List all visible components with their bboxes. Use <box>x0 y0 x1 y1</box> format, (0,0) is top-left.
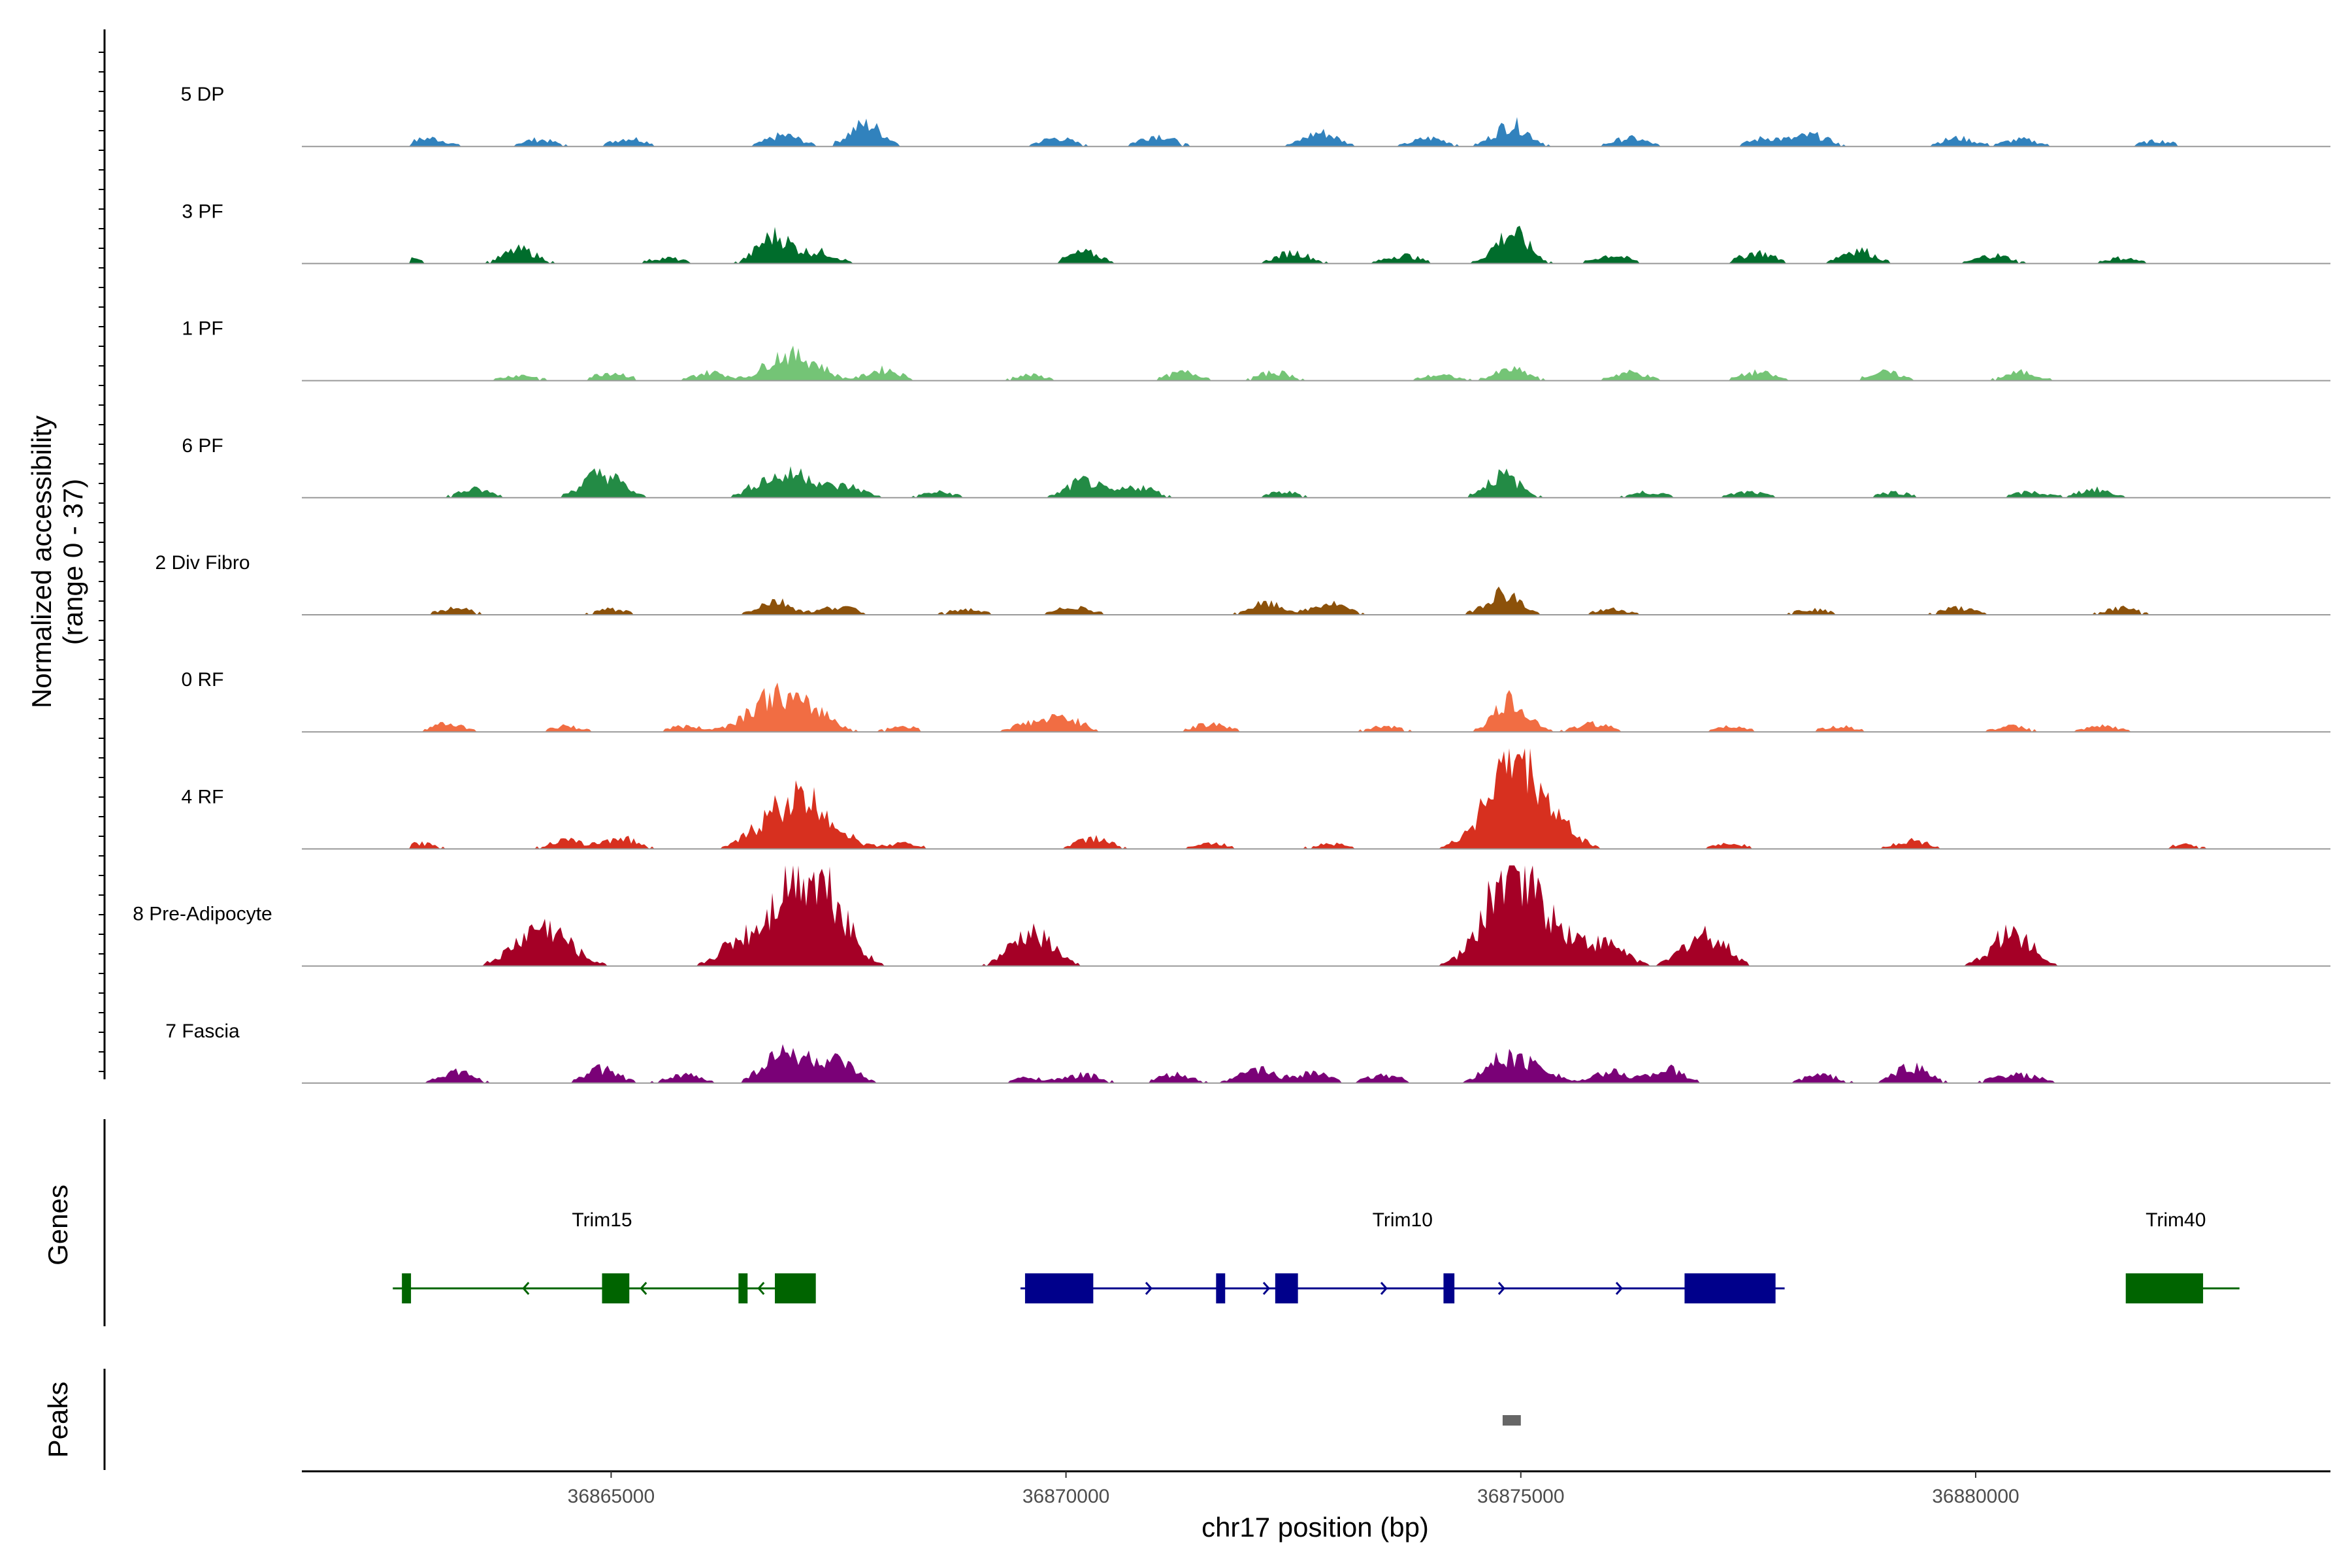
y-axis-title-line: (range 0 - 37) <box>57 479 88 645</box>
x-axis-ticks: 36865000 36870000 36875000 36880000 <box>568 1471 2019 1507</box>
gene-label: Trim40 <box>2146 1209 2206 1231</box>
gene-exon <box>602 1273 630 1303</box>
track-8-pre-adipocyte: 8 Pre-Adipocyte <box>133 865 2330 967</box>
gene-exon <box>738 1273 748 1303</box>
x-axis-title: chr17 position (bp) <box>1201 1512 1429 1543</box>
track-3-pf: 3 PF <box>182 201 2330 265</box>
x-tick-label: 36875000 <box>1477 1486 1564 1507</box>
strand-arrow <box>1615 1282 1623 1295</box>
track-label: 0 RF <box>181 669 223 691</box>
gene-trim40: Trim40 <box>2125 1209 2240 1303</box>
gene-exon <box>775 1273 816 1303</box>
track-label: 8 Pre-Adipocyte <box>133 904 272 925</box>
track-4-rf: 4 RF <box>181 748 2330 850</box>
coverage-area <box>302 682 2330 732</box>
gene-exon <box>1443 1273 1455 1303</box>
track-label: 5 DP <box>181 84 225 105</box>
strand-arrow <box>1497 1282 1505 1295</box>
strand-arrow <box>757 1282 765 1295</box>
coverage-area <box>302 865 2330 966</box>
gene-exon <box>1684 1273 1776 1303</box>
strand-arrow <box>1262 1282 1270 1295</box>
strand-arrow <box>1380 1282 1388 1295</box>
coverage-area <box>302 586 2330 615</box>
gene-exon <box>1216 1273 1226 1303</box>
coverage-area <box>302 748 2330 849</box>
coverage-area <box>302 225 2330 264</box>
track-1-pf: 1 PF <box>182 318 2330 382</box>
position-x-axis: 36865000 36870000 36875000 36880000 chr17 p… <box>302 1470 2330 1543</box>
track-label: 2 Div Fibro <box>155 552 250 574</box>
track-5-dp: 5 DP <box>181 84 2330 148</box>
track-label: 6 PF <box>182 435 223 457</box>
coverage-tracks: 5 DP 3 PF 1 PF 6 PF 2 Div Fibro 0 RF 4 RF 8 Pre… <box>133 84 2330 1084</box>
x-tick-label: 36880000 <box>1932 1486 2019 1507</box>
gene-exon <box>402 1273 412 1303</box>
track-label: 3 PF <box>182 201 223 222</box>
strand-arrow <box>522 1282 530 1295</box>
gene-trim10: Trim10 <box>1020 1209 1785 1303</box>
gene-exon <box>2125 1273 2204 1303</box>
gene-exon <box>1024 1273 1094 1303</box>
x-tick-label: 36865000 <box>568 1486 655 1507</box>
peaks-panel: Peaks <box>42 1369 1521 1470</box>
gene-trim15: Trim15 <box>393 1209 816 1303</box>
genes-panel: Genes Trim15 Trim10 Trim40 <box>42 1119 2240 1326</box>
strand-arrow <box>1145 1282 1152 1295</box>
y-axis-title: Normalized accessibility(range 0 - 37) <box>26 416 88 708</box>
gene-label: Trim10 <box>1373 1209 1433 1231</box>
track-6-pf: 6 PF <box>182 435 2330 498</box>
accessibility-y-axis: Normalized accessibility(range 0 - 37) <box>26 29 106 1079</box>
peaks-panel-title: Peaks <box>42 1382 73 1458</box>
peak-region <box>1502 1415 1521 1426</box>
track-label: 7 Fascia <box>165 1021 240 1042</box>
track-label: 1 PF <box>182 318 223 340</box>
track-0-rf: 0 RF <box>181 669 2330 733</box>
y-axis-title-line: Normalized accessibility <box>26 416 57 708</box>
track-label: 4 RF <box>181 786 223 808</box>
peak-regions <box>1502 1415 1521 1426</box>
coverage-area <box>302 117 2330 147</box>
gene-models: Trim15 Trim10 Trim40 <box>393 1209 2240 1303</box>
y-axis-minor-ticks <box>99 52 105 1072</box>
track-2-div-fibro: 2 Div Fibro <box>155 552 2330 615</box>
track-7-fascia: 7 Fascia <box>165 1021 2330 1084</box>
coverage-area <box>302 346 2330 381</box>
strand-arrow <box>640 1282 647 1295</box>
x-tick-label: 36870000 <box>1022 1486 1109 1507</box>
coverage-area <box>302 466 2330 498</box>
genes-panel-title: Genes <box>42 1184 73 1266</box>
coverage-area <box>302 1044 2330 1083</box>
gene-label: Trim15 <box>572 1209 632 1231</box>
gene-exon <box>1275 1273 1298 1303</box>
